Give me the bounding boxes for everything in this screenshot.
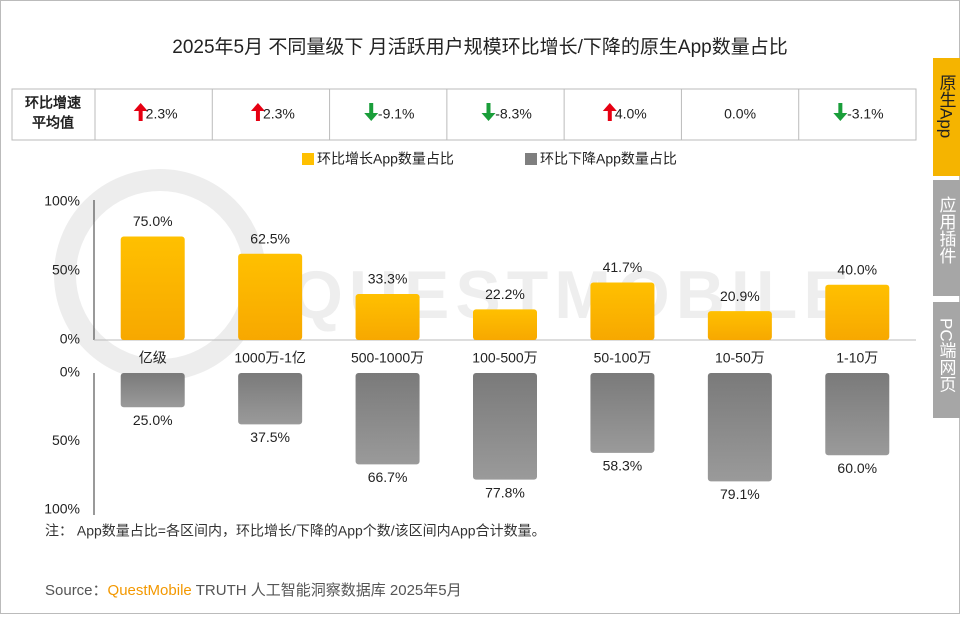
table-value: 2.3% (146, 106, 178, 122)
bar (825, 284, 890, 340)
data-label: 79.1% (720, 486, 760, 502)
legend-label: 环比增长App数量占比 (317, 151, 454, 167)
y-tick-label: 50% (52, 262, 80, 278)
legend-label: 环比下降App数量占比 (540, 151, 677, 167)
data-label: 33.3% (368, 271, 408, 287)
bar (120, 236, 185, 340)
data-label: 77.8% (485, 484, 525, 500)
arrow-up (250, 103, 265, 121)
source-brand: QuestMobile (108, 582, 192, 599)
data-label: 22.2% (485, 286, 525, 302)
x-tick-label: 50-100万 (594, 350, 652, 366)
x-tick-label: 10-50万 (715, 350, 765, 366)
table-value: 0.0% (724, 106, 756, 122)
table-label: 环比增速 (25, 95, 81, 111)
table-value: 4.0% (615, 106, 647, 122)
side-tab[interactable] (933, 58, 960, 176)
legend-swatch (302, 153, 314, 165)
data-label: 41.7% (603, 259, 643, 275)
side-tab-label[interactable]: 原生App (937, 74, 957, 138)
x-tick-label: 100-500万 (472, 350, 537, 366)
source-text: TRUTH 人工智能洞察数据库 2025年5月 (196, 581, 462, 599)
side-tab[interactable] (933, 302, 960, 418)
arrow-up (133, 103, 148, 121)
bar (707, 311, 772, 340)
side-tab-label[interactable]: PC端网页 (937, 318, 957, 393)
y-tick-label: 0% (60, 364, 80, 380)
y-tick-label: 100% (44, 193, 80, 209)
table-label: 平均值 (32, 115, 74, 131)
table-value: 2.3% (263, 106, 295, 122)
side-tab-label[interactable]: 应用插件 (937, 196, 957, 264)
data-label: 60.0% (837, 460, 877, 476)
legend-swatch (525, 153, 537, 165)
bar (473, 309, 537, 340)
bar (707, 373, 772, 482)
data-label: 58.3% (603, 458, 643, 474)
bar (355, 294, 420, 340)
bar (238, 373, 303, 425)
data-label: 75.0% (133, 213, 173, 229)
data-label: 66.7% (368, 469, 408, 485)
y-tick-label: 0% (60, 331, 80, 347)
arrow-down (364, 103, 379, 121)
bar (120, 373, 185, 408)
bar (590, 282, 655, 340)
summary-table (11, 88, 917, 141)
table-value: -3.1% (847, 106, 884, 122)
data-label: 62.5% (250, 230, 290, 246)
data-label: 20.9% (720, 288, 760, 304)
y-tick-label: 100% (44, 501, 80, 517)
x-tick-label: 500-1000万 (351, 350, 424, 366)
arrow-down (481, 103, 496, 121)
chart-title: 2025年5月 不同量级下 月活跃用户规模环比增长/下降的原生App数量占比 (172, 36, 787, 58)
bar (238, 253, 303, 340)
x-tick-label: 1-10万 (836, 350, 878, 366)
arrow-down (833, 103, 848, 121)
table-value: -9.1% (378, 106, 415, 122)
data-label: 25.0% (133, 412, 173, 428)
bar (355, 373, 420, 465)
bar (825, 373, 890, 456)
side-tab[interactable] (933, 180, 960, 296)
bar (590, 373, 655, 453)
arrow-up (602, 103, 617, 121)
x-tick-label: 亿级 (139, 350, 167, 366)
note: 注： App数量占比=各区间内，环比增长/下降的App个数/该区间内App合计数… (45, 523, 546, 539)
data-label: 40.0% (837, 262, 877, 278)
bar (473, 373, 537, 480)
source: Source：QuestMobile TRUTH 人工智能洞察数据库 2025年5… (45, 581, 462, 599)
table-value: -8.3% (495, 106, 532, 122)
data-label: 37.5% (250, 429, 290, 445)
y-tick-label: 50% (52, 432, 80, 448)
x-tick-label: 1000万-1亿 (234, 350, 306, 366)
source-prefix: Source： (45, 582, 108, 599)
